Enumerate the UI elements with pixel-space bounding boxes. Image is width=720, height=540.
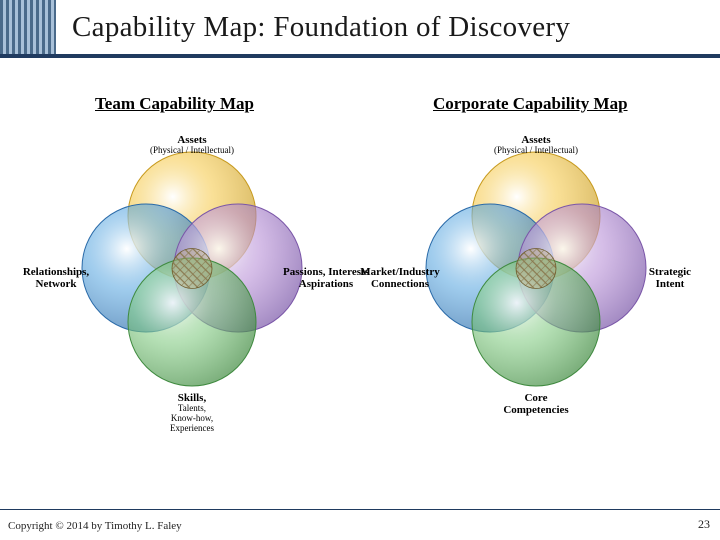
copyright-text: Copyright © 2014 by Timothy L. Faley — [8, 520, 182, 532]
page-title: Capability Map: Foundation of Discovery — [72, 11, 570, 44]
header: Capability Map: Foundation of Discovery — [0, 0, 720, 54]
venn-label-right: Passions, InterestsAspirations — [283, 266, 369, 290]
content-area: Team Capability Map Corporate Capability… — [0, 58, 720, 510]
page-number: 23 — [698, 517, 710, 532]
venn-corporate: Assets(Physical / Intellectual)Market/In… — [386, 136, 686, 416]
venn-label-right-main: StrategicIntent — [649, 266, 691, 290]
venn-label-top-sub: (Physical / Intellectual) — [494, 146, 578, 156]
venn-center-hatch — [516, 249, 556, 289]
venn-label-top-sub: (Physical / Intellectual) — [150, 146, 234, 156]
venn-label-left: Market/IndustryConnections — [360, 266, 439, 290]
venn-label-top: Assets(Physical / Intellectual) — [494, 134, 578, 156]
subtitle-corporate: Corporate Capability Map — [433, 94, 628, 114]
footer-divider — [0, 509, 720, 510]
venn-label-bottom-main: CoreCompetencies — [503, 392, 568, 416]
logo-image — [0, 0, 56, 54]
venn-label-right-main: Passions, InterestsAspirations — [283, 266, 369, 290]
venn-label-left: Relationships,Network — [23, 266, 89, 290]
venn-label-right: StrategicIntent — [649, 266, 691, 290]
venn-label-bottom: CoreCompetencies — [503, 392, 568, 416]
venn-team: Assets(Physical / Intellectual)Relations… — [42, 136, 342, 416]
venn-center-hatch — [172, 249, 212, 289]
venn-label-left-main: Relationships,Network — [23, 266, 89, 290]
venn-label-left-main: Market/IndustryConnections — [360, 266, 439, 290]
venn-label-bottom: Skills,Talents,Know-how,Experiences — [170, 392, 214, 434]
venn-label-bottom-sub: Talents,Know-how,Experiences — [170, 404, 214, 434]
subtitle-team: Team Capability Map — [95, 94, 254, 114]
venn-label-top: Assets(Physical / Intellectual) — [150, 134, 234, 156]
